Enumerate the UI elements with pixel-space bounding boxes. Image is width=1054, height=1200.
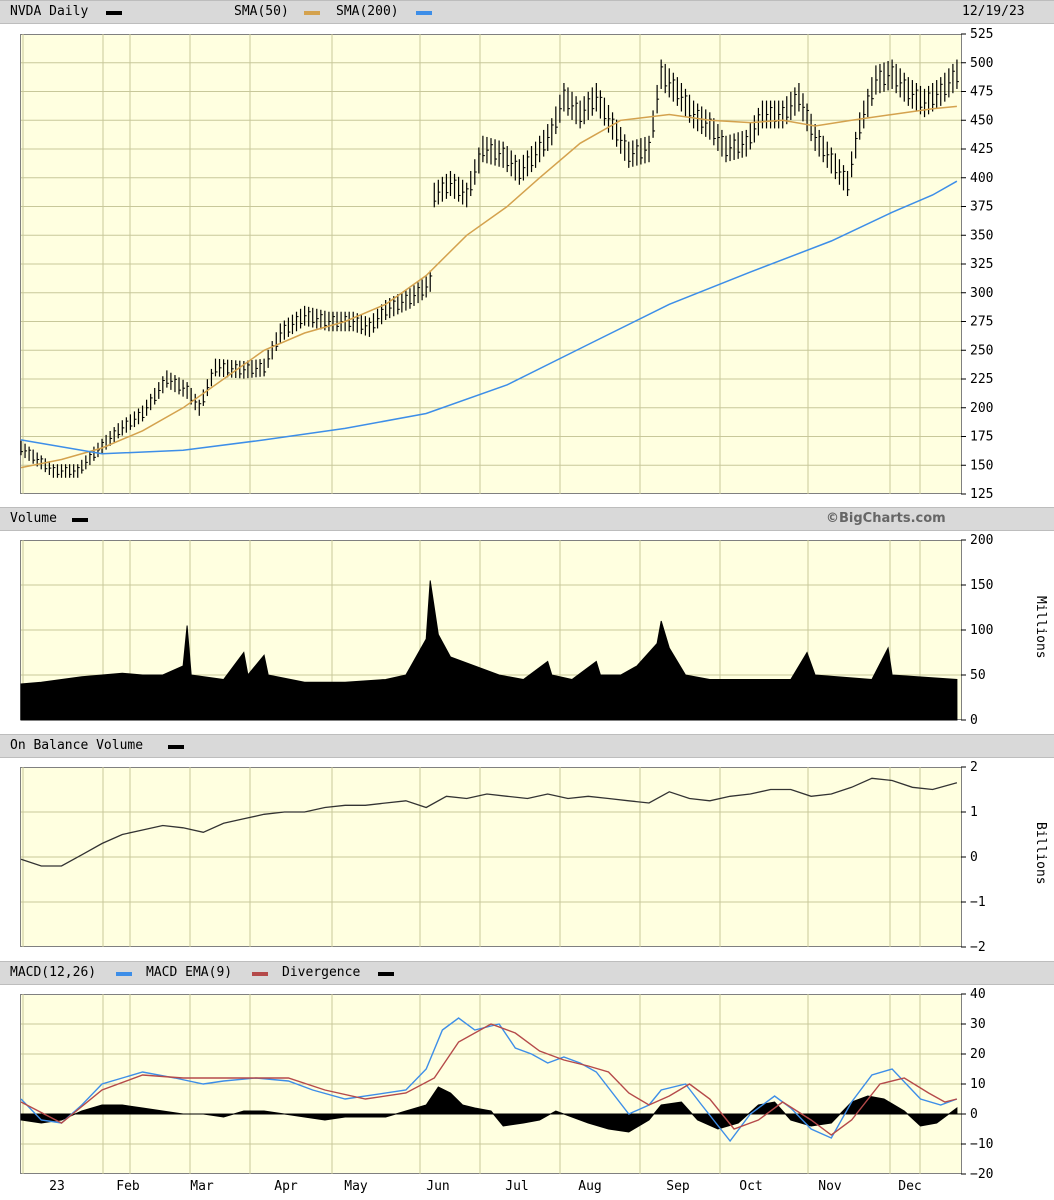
macd-header: MACD(12,26) MACD EMA(9) Divergence: [0, 961, 1054, 985]
y-tick-label: 200: [970, 533, 993, 548]
y-tick-label: 1: [970, 805, 978, 820]
x-tick-label: Nov: [818, 1179, 842, 1194]
x-tick-label: Feb: [116, 1179, 140, 1194]
volume-header: Volume ©BigCharts.com: [0, 507, 1054, 531]
y-tick-label: 40: [970, 987, 986, 1002]
x-tick-label: Oct: [739, 1179, 762, 1194]
x-tick-label: May: [344, 1179, 368, 1194]
volume-legend-swatch: [72, 518, 88, 522]
y-tick-label: 0: [970, 1107, 978, 1122]
x-tick-label: Mar: [190, 1179, 214, 1194]
y-tick-label: 250: [970, 343, 993, 358]
y-tick-label: −1: [970, 895, 986, 910]
price-legend-swatch: [106, 11, 122, 15]
y-tick-label: −2: [970, 940, 986, 955]
y-tick-label: −10: [970, 1137, 993, 1152]
volume-area: [20, 580, 958, 721]
y-tick-label: 500: [970, 56, 993, 71]
sma50-legend-swatch: [304, 11, 320, 15]
macd-ema-legend-swatch: [252, 972, 268, 976]
y-tick-label: 0: [970, 850, 978, 865]
volume-title: Volume: [10, 511, 57, 526]
macd-title: MACD(12,26): [10, 965, 97, 980]
y-tick-label: 175: [970, 430, 993, 445]
x-tick-label: Jun: [426, 1179, 449, 1194]
y-tick-label: 20: [970, 1047, 986, 1062]
obv-line: [20, 777, 958, 867]
divergence-histogram: [20, 1086, 958, 1133]
macd-line: [20, 1017, 958, 1143]
sma50-line: [20, 105, 957, 469]
y-tick-label: 10: [970, 1077, 986, 1092]
sma50-legend: SMA(50): [234, 4, 289, 19]
sma200-legend: SMA(200): [336, 4, 399, 19]
y-tick-label: 450: [970, 113, 993, 128]
y-tick-label: 300: [970, 286, 993, 301]
y-tick-label: 50: [970, 668, 986, 683]
y-tick-label: 150: [970, 578, 993, 593]
macd-ema-legend: MACD EMA(9): [146, 965, 233, 980]
x-tick-label: Dec: [898, 1179, 921, 1194]
x-tick-label: Jul: [505, 1179, 528, 1194]
obv-legend-swatch: [168, 745, 184, 749]
y-tick-label: 30: [970, 1017, 986, 1032]
y-tick-label: 350: [970, 228, 993, 243]
macd-legend-swatch: [116, 972, 132, 976]
y-tick-label: 125: [970, 487, 993, 502]
y-tick-label: 225: [970, 372, 993, 387]
x-tick-label: Apr: [274, 1179, 298, 1194]
macd-ema-line: [20, 1023, 958, 1136]
obv-title: On Balance Volume: [10, 738, 144, 753]
y-tick-label: 100: [970, 623, 993, 638]
divergence-legend: Divergence: [282, 965, 361, 980]
x-tick-label: Aug: [578, 1179, 601, 1194]
x-tick-label: Sep: [666, 1179, 690, 1194]
chart-title: NVDA Daily: [10, 4, 89, 19]
y-tick-label: 2: [970, 760, 978, 775]
sma200-legend-swatch: [416, 11, 432, 15]
y-tick-label: 150: [970, 458, 993, 473]
divergence-legend-swatch: [378, 972, 394, 976]
y-tick-label: 275: [970, 315, 993, 330]
obv-header: On Balance Volume: [0, 734, 1054, 758]
x-tick-label: 23: [49, 1179, 65, 1194]
y-tick-label: 400: [970, 171, 993, 186]
chart-date: 12/19/23: [962, 4, 1025, 19]
bigcharts-watermark: ©BigCharts.com: [826, 511, 946, 526]
y-tick-label: 475: [970, 85, 993, 100]
price-header: NVDA Daily SMA(50) SMA(200) 12/19/23: [0, 0, 1054, 24]
y-tick-label: −20: [970, 1167, 993, 1182]
y-tick-label: 325: [970, 257, 993, 272]
y-tick-label: 200: [970, 401, 993, 416]
y-tick-label: 375: [970, 200, 993, 215]
y-tick-label: 0: [970, 713, 978, 728]
y-tick-label: 525: [970, 27, 993, 42]
y-tick-label: 425: [970, 142, 993, 157]
sma200-line: [20, 180, 958, 455]
